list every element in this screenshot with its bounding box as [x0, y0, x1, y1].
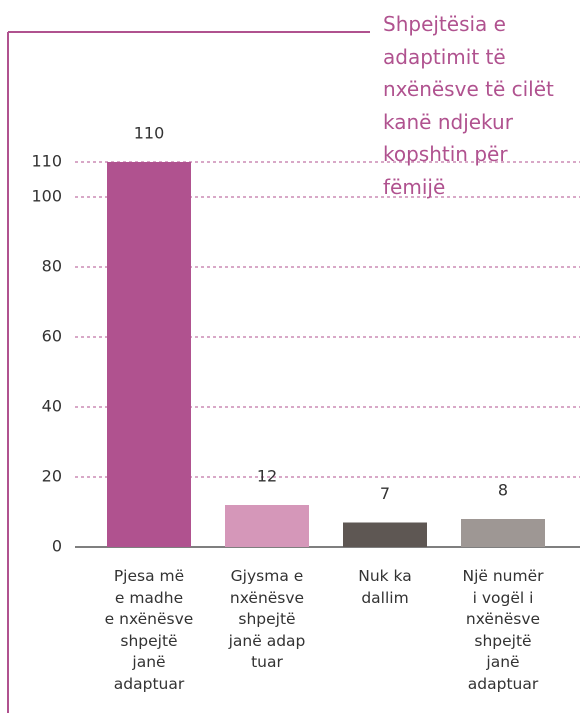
y-tick-label: 100	[31, 187, 62, 206]
value-label: 7	[380, 484, 390, 503]
x-tick-label: Një numër i vogël i nxënësve shpejtë jan…	[462, 567, 544, 693]
chart-title: Shpejtësia e adaptimit të nxënësve të ci…	[383, 12, 554, 199]
y-tick-label: 20	[42, 467, 62, 486]
bar	[107, 162, 191, 547]
x-tick-label: Pjesa më e madhe e nxënësve shpejtë janë…	[104, 567, 194, 693]
x-tick-label: Gjysma e nxënësve shpejtë janë adap tuar	[228, 567, 306, 671]
value-label: 8	[498, 481, 508, 500]
y-tick-label: 40	[42, 397, 62, 416]
bar	[461, 519, 545, 547]
bar	[225, 505, 309, 547]
y-tick-label: 60	[42, 327, 62, 346]
y-tick-label: 80	[42, 257, 62, 276]
value-label: 12	[257, 467, 277, 486]
y-tick-label: 110	[31, 152, 62, 171]
y-tick-label: 0	[52, 537, 62, 556]
bar	[343, 522, 427, 547]
x-tick-label: Nuk ka dallim	[358, 567, 412, 607]
value-label: 110	[134, 124, 165, 143]
